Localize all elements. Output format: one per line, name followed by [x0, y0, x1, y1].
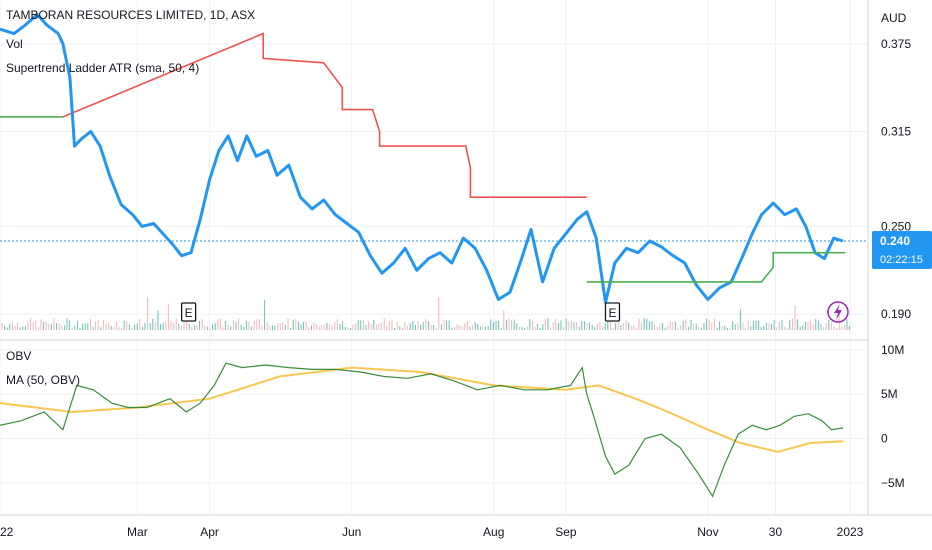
- time-tick: Mar: [127, 525, 148, 539]
- obv-ma-line: [0, 366, 844, 453]
- obv-tick: 5M: [881, 387, 898, 401]
- time-tick: 2022: [0, 525, 14, 539]
- time-axis[interactable]: 2022 Mar Apr Jun Aug Sep Nov 30 2023: [0, 525, 864, 539]
- volume-bars: [1, 296, 851, 330]
- lightning-icon[interactable]: [827, 301, 849, 323]
- price-tick: 0.190: [881, 307, 911, 321]
- last-price-badge-bg: [872, 231, 932, 270]
- price-axis[interactable]: 0.375 0.315 0.250 0.190: [881, 37, 911, 321]
- time-tick: 2023: [837, 525, 864, 539]
- price-line: [0, 13, 844, 304]
- time-tick: Sep: [555, 525, 577, 539]
- time-tick: 30: [769, 525, 783, 539]
- price-tick: 0.315: [881, 124, 911, 138]
- obv-tick: −5M: [881, 476, 905, 490]
- earnings-event-marker[interactable]: E: [180, 302, 197, 322]
- obv-axis[interactable]: 10M 5M 0 −5M: [881, 343, 905, 490]
- vol-label[interactable]: Vol: [6, 37, 23, 51]
- obv-tick: 0: [881, 432, 888, 446]
- time-tick: Nov: [697, 525, 718, 539]
- last-price-value: 0.240: [880, 234, 910, 248]
- supertrend-line: [62, 32, 587, 198]
- price-axis-unit: AUD: [881, 11, 907, 25]
- event-marker-label: E: [608, 306, 616, 320]
- obv-tick: 10M: [881, 343, 904, 357]
- earnings-event-marker[interactable]: E: [604, 302, 621, 322]
- obv-label[interactable]: OBV: [6, 349, 31, 363]
- supertrend-line-end: [586, 251, 846, 283]
- event-marker-label: E: [185, 306, 193, 320]
- chart-title: TAMBORAN RESOURCES LIMITED, 1D, ASX: [6, 8, 255, 22]
- time-tick: Apr: [200, 525, 219, 539]
- grid: [0, 0, 868, 515]
- supertrend-label[interactable]: Supertrend Ladder ATR (sma, 50, 4): [6, 61, 199, 75]
- time-tick: Aug: [483, 525, 504, 539]
- price-tick: 0.250: [881, 219, 911, 233]
- obv-ma-label[interactable]: MA (50, OBV): [6, 373, 80, 387]
- price-tick: 0.375: [881, 37, 911, 51]
- lightning-icon-bolt: [834, 304, 842, 320]
- time-tick: Jun: [342, 525, 361, 539]
- lightning-icon-ring: [827, 301, 849, 323]
- last-price-badge: 0.240 02:22:15: [872, 231, 932, 270]
- last-price-countdown: 02:22:15: [880, 254, 923, 266]
- obv-line: [0, 362, 844, 498]
